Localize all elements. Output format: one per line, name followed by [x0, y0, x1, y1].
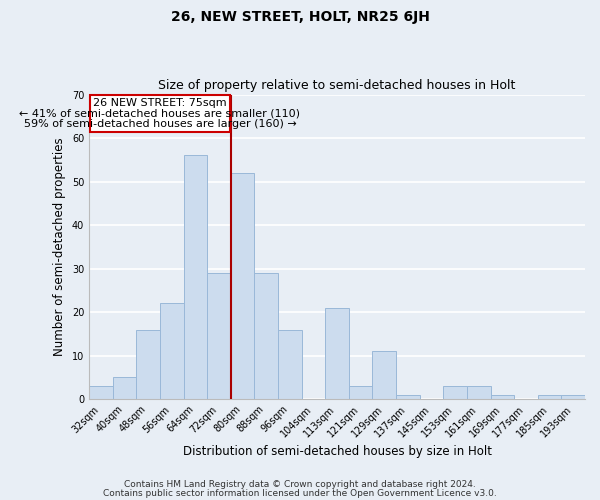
Text: 26, NEW STREET, HOLT, NR25 6JH: 26, NEW STREET, HOLT, NR25 6JH — [170, 10, 430, 24]
Bar — [443, 386, 467, 399]
Y-axis label: Number of semi-detached properties: Number of semi-detached properties — [53, 138, 66, 356]
Text: Contains public sector information licensed under the Open Government Licence v3: Contains public sector information licen… — [103, 488, 497, 498]
Bar — [538, 395, 562, 399]
Bar — [562, 395, 585, 399]
Bar — [207, 273, 231, 399]
Bar — [254, 273, 278, 399]
Text: 26 NEW STREET: 75sqm: 26 NEW STREET: 75sqm — [93, 98, 227, 108]
Bar — [113, 378, 136, 399]
Bar — [184, 156, 207, 399]
Bar — [231, 173, 254, 399]
X-axis label: Distribution of semi-detached houses by size in Holt: Distribution of semi-detached houses by … — [182, 444, 491, 458]
Bar — [136, 330, 160, 399]
Bar — [278, 330, 302, 399]
Bar — [491, 395, 514, 399]
Text: 59% of semi-detached houses are larger (160) →: 59% of semi-detached houses are larger (… — [23, 120, 296, 130]
Bar — [396, 395, 419, 399]
Bar — [89, 386, 113, 399]
Bar — [467, 386, 491, 399]
Bar — [349, 386, 373, 399]
Bar — [373, 352, 396, 399]
FancyBboxPatch shape — [89, 94, 230, 132]
Bar — [325, 308, 349, 399]
Title: Size of property relative to semi-detached houses in Holt: Size of property relative to semi-detach… — [158, 79, 516, 92]
Text: ← 41% of semi-detached houses are smaller (110): ← 41% of semi-detached houses are smalle… — [19, 108, 301, 118]
Bar — [160, 304, 184, 399]
Text: Contains HM Land Registry data © Crown copyright and database right 2024.: Contains HM Land Registry data © Crown c… — [124, 480, 476, 489]
